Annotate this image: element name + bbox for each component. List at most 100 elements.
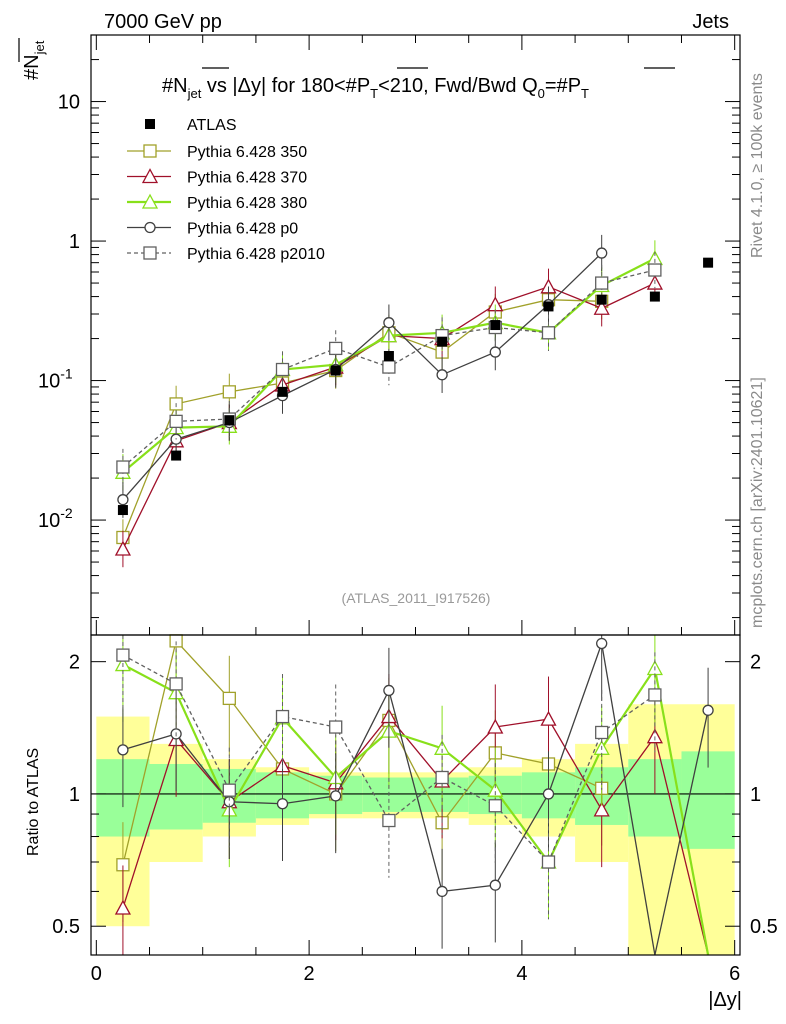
title-part-c-sub: T: [370, 86, 378, 101]
ratio-point: [488, 799, 502, 813]
legend-label: Pythia 6.428 350: [187, 144, 307, 161]
atlas-point: [277, 386, 288, 397]
ratio-point: [540, 710, 557, 726]
series-point: [489, 346, 501, 358]
chart-title: #Njet vs |Δy| for 180<#PT<210, Fwd/Bwd Q…: [162, 67, 675, 101]
y-axis-title-sub: jet: [32, 40, 47, 55]
ratio-point: [489, 879, 501, 891]
ratio-point: [542, 788, 555, 800]
ratio-point: [222, 691, 236, 706]
ratio-point: [222, 783, 236, 797]
series-point: [329, 341, 343, 356]
ratio-point: [434, 739, 451, 755]
atlas-point: [490, 320, 501, 331]
ratio-point: [487, 718, 504, 734]
series-point: [596, 247, 608, 259]
mcplots-label: mcplots.cern.ch [arXiv:2401.10621]: [749, 377, 766, 628]
ratio-point: [702, 704, 714, 716]
y-tick-label: 10: [58, 92, 80, 114]
ratio-point: [117, 744, 129, 756]
legend-label: Pythia 6.428 p0: [187, 221, 298, 238]
legend-marker: [143, 246, 157, 260]
series-point: [436, 369, 448, 381]
ratio-point: [596, 637, 608, 650]
atlas-point: [224, 415, 235, 426]
y-tick-label: 10-2: [38, 505, 73, 532]
ratio-bands: [96, 704, 735, 955]
ratio-axis-title: Ratio to ATLAS: [25, 748, 42, 856]
series-point: [595, 276, 609, 290]
ratio-frame: [90, 634, 741, 956]
svg-text:#Njet: #Njet: [21, 40, 47, 80]
legend-marker-atlas: [145, 119, 155, 129]
legend-label: Pythia 6.428 p2010: [187, 246, 325, 263]
title-part-a: #N: [162, 75, 188, 97]
ratio-point: [382, 813, 396, 828]
ratio-point: [593, 801, 610, 817]
atlas-point: [437, 336, 448, 347]
ratio-tick-label-right: 2: [750, 652, 761, 674]
x-tick-label: 6: [729, 963, 740, 985]
y-axis-title-main: #N: [21, 54, 43, 80]
legend-label-atlas: ATLAS: [187, 117, 237, 134]
y-tick-label: 10-1: [38, 366, 73, 393]
series-point: [383, 317, 395, 329]
ratio-point: [169, 677, 183, 691]
series-line: [122, 299, 602, 538]
series-point: [648, 263, 662, 277]
atlas-point: [543, 301, 554, 312]
atlas-point: [171, 450, 182, 461]
ratio-point: [329, 720, 343, 734]
analysis-watermark: (ATLAS_2011_I917526): [342, 590, 491, 606]
axes: 10-2 10-1 1 10 0.5 0.5 1 1 2 2 0 2 4 6: [38, 34, 778, 985]
atlas-point: [383, 350, 394, 361]
atlas-point: [330, 365, 341, 376]
ratio-point: [116, 648, 130, 662]
legend-marker: [144, 221, 156, 234]
ratio-point: [648, 688, 662, 702]
series-point: [169, 414, 183, 429]
ratio-point: [595, 725, 609, 740]
series-point: [117, 494, 129, 506]
x-tick-label: 4: [516, 963, 527, 985]
legend-label: Pythia 6.428 370: [187, 170, 307, 187]
series-point: [275, 362, 290, 377]
title-part-f-sub: T: [581, 86, 589, 101]
atlas-data: [117, 257, 714, 516]
title-part-f: P: [568, 75, 581, 97]
title-part-d-sub: 0: [538, 86, 545, 101]
series-point: [114, 540, 132, 556]
ratio-tick-label-left: 1: [69, 784, 80, 806]
series-point: [222, 385, 236, 399]
series-line: [122, 252, 603, 501]
ratio-tick-label-right: 1: [750, 784, 761, 806]
ratio-point: [383, 684, 395, 697]
rivet-label: Rivet 4.1.0, ≥ 100k events: [749, 73, 766, 258]
y-axis-title: #Njet: [18, 38, 47, 80]
legend-marker: [141, 193, 159, 209]
ratio-tick-label-left: 0.5: [52, 916, 80, 938]
atlas-point: [596, 294, 607, 305]
header-left: 7000 GeV pp: [104, 11, 222, 33]
title-part-b: vs |Δy| for 180<#: [201, 75, 357, 97]
x-axis-title: |Δy|: [708, 989, 742, 1011]
y-tick-label: 1: [69, 231, 80, 253]
ratio-band-inner: [681, 751, 735, 849]
ratio-tick-label-left: 2: [69, 652, 80, 674]
ratio-point: [276, 798, 289, 810]
series-point: [382, 360, 396, 374]
ratio-point: [435, 770, 449, 785]
ratio-point: [275, 709, 290, 724]
ratio-point: [541, 855, 556, 869]
x-tick-label: 2: [304, 963, 315, 985]
legend: ATLAS Pythia 6.428 350 Pythia 6.428 370 Pyt…: [127, 117, 325, 263]
header-right: Jets: [692, 11, 729, 33]
plot-marks: [114, 234, 714, 956]
atlas-point: [703, 257, 714, 268]
legend-label: Pythia 6.428 380: [187, 195, 307, 212]
series-point: [593, 299, 610, 315]
ratio-point: [436, 885, 448, 898]
ratio-point: [487, 781, 504, 797]
ratio-point: [330, 790, 342, 802]
